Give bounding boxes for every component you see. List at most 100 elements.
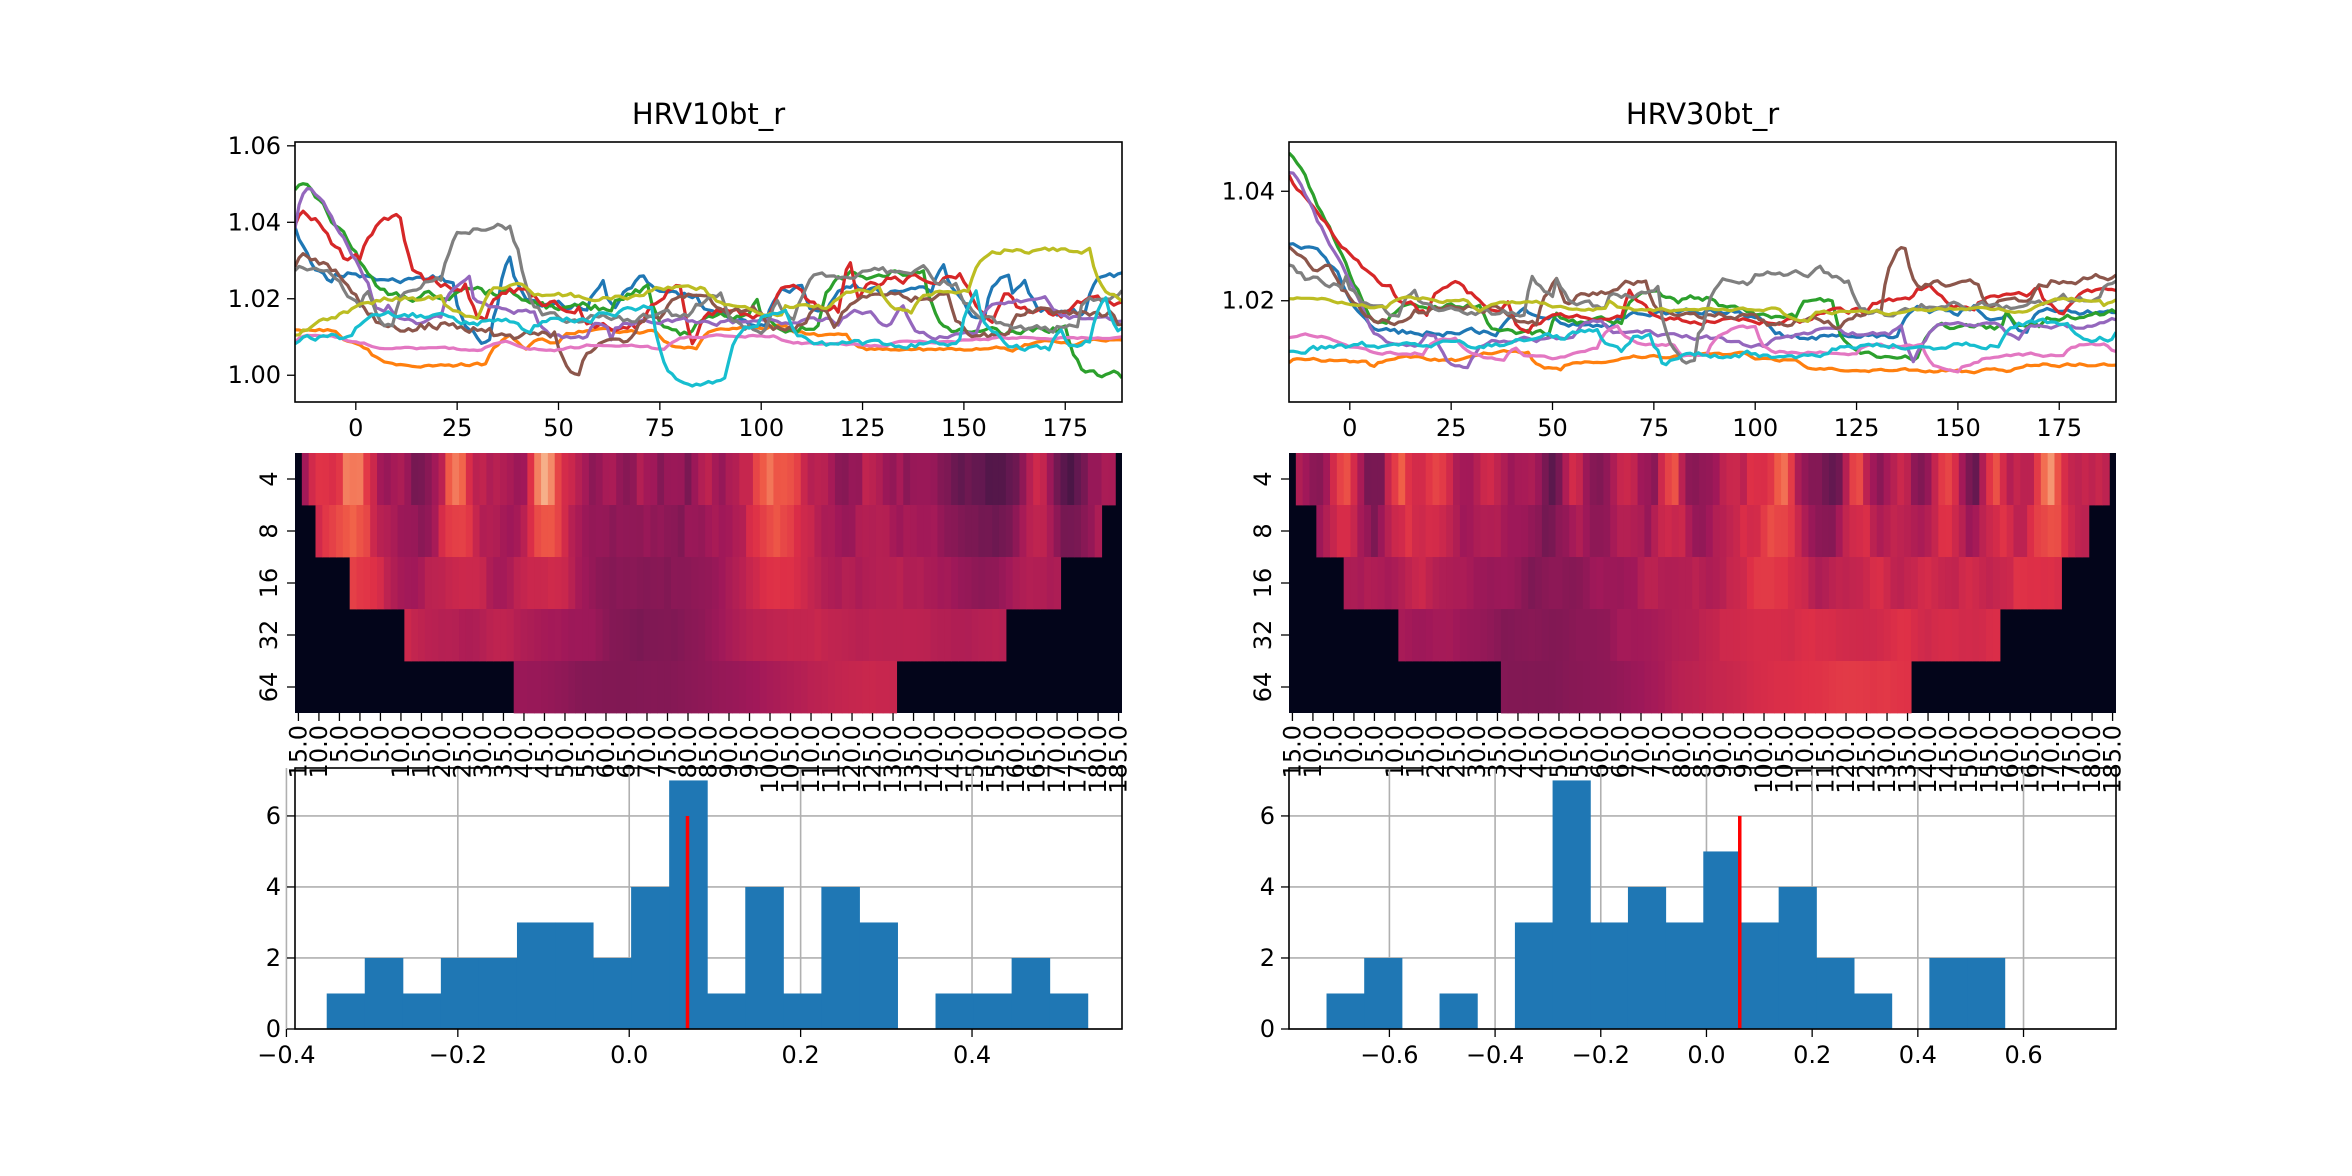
heat-cell <box>568 661 576 714</box>
column-tick-label: 30.0 <box>469 725 497 778</box>
x-tick-label: 100 <box>738 414 784 442</box>
heat-cell <box>616 661 624 714</box>
heat-cell <box>998 505 1007 558</box>
heat-cell <box>342 453 351 506</box>
heat-cell <box>1480 557 1488 610</box>
heat-cell <box>1726 609 1734 662</box>
heat-cell <box>1610 505 1618 558</box>
heat-cell <box>1487 609 1495 662</box>
heat-cell <box>1787 609 1796 662</box>
heat-cell <box>500 557 508 610</box>
heat-cell <box>582 661 590 714</box>
heat-cell <box>2081 453 2090 506</box>
column-tick-label: 20.0 <box>428 725 456 778</box>
heat-cell <box>2033 557 2042 610</box>
heat-cell <box>944 557 952 610</box>
heat-cell <box>1494 609 1502 662</box>
heat-cell <box>691 453 699 506</box>
heat-cell <box>670 661 679 714</box>
heat-cell <box>1507 661 1516 714</box>
heat-cell <box>793 557 802 610</box>
heat-cell <box>520 453 528 506</box>
heat-cell <box>1528 505 1536 558</box>
heat-cell <box>1432 453 1440 506</box>
heat-cell <box>1494 505 1502 558</box>
heat-cell <box>1637 661 1645 714</box>
heat-cell <box>1541 661 1550 714</box>
column-tick-label: 70.0 <box>1627 725 1655 778</box>
line-series-group <box>1289 151 2116 375</box>
heat-cell <box>1705 557 1714 610</box>
column-tick-label: 10.0 <box>387 725 415 778</box>
heat-cell <box>383 557 392 610</box>
heat-cell <box>691 557 699 610</box>
heat-cell <box>2061 453 2069 506</box>
column-tick-label: 145.0 <box>1935 725 1963 794</box>
column-tick-label: 120.0 <box>1832 725 1860 794</box>
heat-cell <box>363 453 371 506</box>
heat-cell <box>547 661 556 714</box>
heat-cell <box>1897 609 1905 662</box>
heat-cell <box>985 557 993 610</box>
heat-cell <box>1630 661 1639 714</box>
histogram-bar <box>1929 957 1968 1029</box>
heat-cell <box>1986 453 1994 506</box>
heat-cell <box>1412 505 1420 558</box>
heat-cell <box>1658 609 1666 662</box>
heat-cell <box>1904 557 1912 610</box>
heat-cell <box>1582 505 1591 558</box>
y-tick-label: 4 <box>1260 873 1275 901</box>
heat-cell <box>971 557 980 610</box>
heat-cell <box>930 557 939 610</box>
heat-cell <box>1108 453 1116 506</box>
heat-cell <box>2081 505 2090 558</box>
column-tick-label: 90.0 <box>1709 725 1737 778</box>
heat-cell <box>1398 505 1406 558</box>
heat-cell <box>718 557 727 610</box>
heat-cell <box>718 453 727 506</box>
heat-cell <box>1630 453 1639 506</box>
series-line-7 <box>295 333 1122 353</box>
x-tick-label: 175 <box>1042 414 1088 442</box>
heat-cell <box>752 609 761 662</box>
heat-cell <box>438 609 446 662</box>
heat-cell <box>2006 557 2015 610</box>
heat-cell <box>493 453 501 506</box>
heat-cell <box>698 453 706 506</box>
x-tick-label: 0.4 <box>953 1041 991 1069</box>
heat-cell <box>1917 557 1926 610</box>
heat-cell <box>2088 453 2097 506</box>
heat-cell <box>1439 453 1447 506</box>
heat-cell <box>1685 505 1693 558</box>
heat-cell <box>1425 557 1434 610</box>
heat-cell <box>1323 453 1331 506</box>
heat-cell <box>1685 557 1693 610</box>
heat-cell <box>1623 661 1632 714</box>
heat-cell <box>1972 453 1980 506</box>
x-tick-label: 0.4 <box>1899 1041 1937 1069</box>
heat-cell <box>329 505 337 558</box>
heat-cell <box>1883 609 1892 662</box>
heat-cell <box>937 505 945 558</box>
heat-cell <box>773 557 781 610</box>
heat-cell <box>1712 505 1721 558</box>
heat-cell <box>390 557 399 610</box>
heat-cell <box>1418 505 1427 558</box>
heat-cell <box>793 505 802 558</box>
row-label: 16 <box>255 568 283 599</box>
heat-cell <box>1316 505 1324 558</box>
heat-cell <box>2013 505 2021 558</box>
heat-cell <box>1835 557 1844 610</box>
x-tick-label: 0.2 <box>1793 1041 1831 1069</box>
heat-cell <box>322 453 330 506</box>
heat-cell <box>377 557 385 610</box>
heat-cell <box>732 609 740 662</box>
heat-cell <box>1958 453 1967 506</box>
heat-cell <box>568 505 576 558</box>
heat-cell <box>828 661 836 714</box>
heat-cell <box>1808 505 1816 558</box>
series-line-8 <box>1289 263 2116 365</box>
heat-cell <box>629 609 638 662</box>
line-series-group <box>295 182 1122 388</box>
heat-cell <box>1931 557 1939 610</box>
